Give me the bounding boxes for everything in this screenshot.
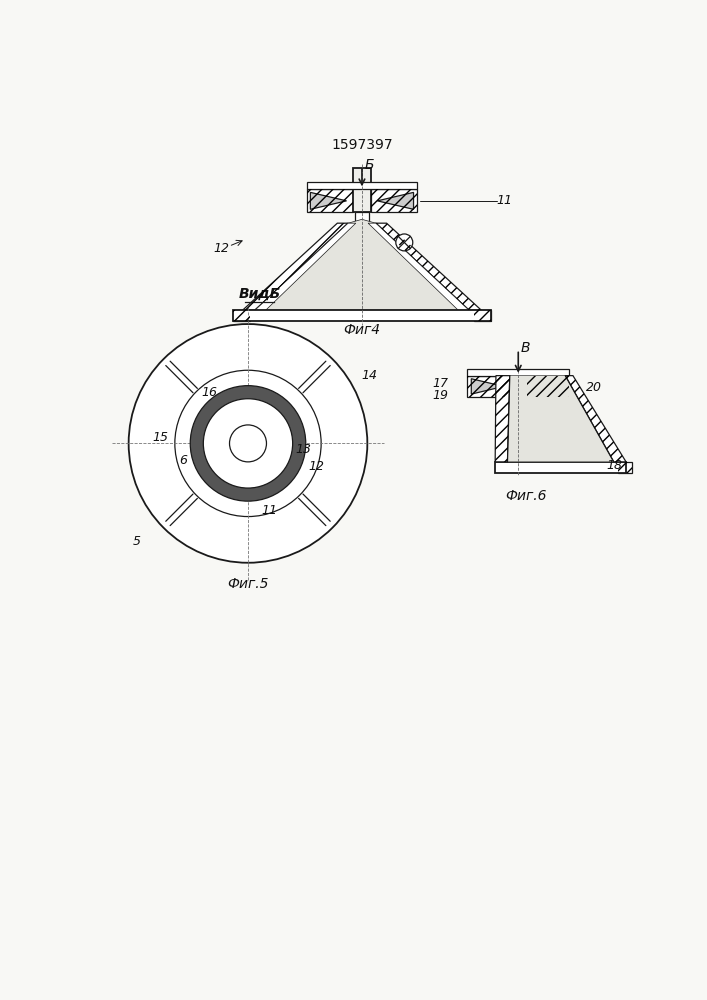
Polygon shape (472, 379, 503, 394)
Polygon shape (368, 223, 469, 310)
Circle shape (129, 324, 368, 563)
Bar (353, 168, 371, 212)
Bar (233, 310, 250, 321)
Polygon shape (255, 223, 356, 310)
Text: 19: 19 (432, 389, 448, 402)
Bar (233, 310, 250, 321)
Polygon shape (495, 376, 510, 462)
Text: 15: 15 (153, 431, 169, 444)
Bar (495, 462, 626, 473)
Circle shape (396, 234, 413, 251)
Text: 13: 13 (296, 443, 312, 456)
Text: 20: 20 (586, 381, 602, 394)
Bar (619, 462, 632, 473)
Bar (467, 369, 569, 376)
Text: Фиг4: Фиг4 (344, 323, 380, 337)
Bar (233, 310, 491, 321)
Polygon shape (243, 223, 348, 310)
Bar (474, 310, 491, 321)
Text: Фиг.5: Фиг.5 (227, 577, 269, 591)
Bar (474, 310, 491, 321)
Text: 16: 16 (201, 386, 217, 399)
Text: 5: 5 (132, 535, 141, 548)
Text: 12: 12 (309, 460, 325, 473)
Bar (510, 374, 527, 451)
Text: ВидБ: ВидБ (238, 287, 281, 301)
Text: 6: 6 (179, 454, 187, 467)
Circle shape (190, 386, 305, 501)
Circle shape (230, 425, 267, 462)
Polygon shape (310, 192, 346, 209)
Bar (371, 189, 417, 212)
Bar (307, 182, 417, 189)
Bar (307, 189, 353, 212)
Circle shape (204, 399, 293, 488)
Polygon shape (378, 192, 414, 209)
Polygon shape (508, 376, 614, 462)
Text: 17: 17 (432, 377, 448, 390)
Bar (527, 376, 569, 397)
Text: Фиг.6: Фиг.6 (506, 489, 547, 503)
Polygon shape (255, 219, 469, 310)
Bar (307, 189, 353, 212)
Bar (619, 462, 632, 473)
Text: 18: 18 (607, 459, 623, 472)
Text: 1597397: 1597397 (331, 138, 393, 152)
Text: 12: 12 (213, 242, 229, 255)
Bar (467, 376, 510, 397)
Polygon shape (533, 379, 565, 394)
Bar (355, 212, 369, 223)
Polygon shape (565, 376, 626, 462)
Text: 11: 11 (496, 194, 513, 207)
Polygon shape (376, 223, 481, 310)
Bar (527, 376, 569, 397)
Text: 11: 11 (262, 504, 278, 517)
Text: 14: 14 (361, 369, 377, 382)
Text: В: В (520, 341, 530, 355)
Text: Б: Б (364, 158, 373, 172)
Bar (371, 189, 417, 212)
Circle shape (175, 370, 321, 517)
Bar (467, 376, 510, 397)
